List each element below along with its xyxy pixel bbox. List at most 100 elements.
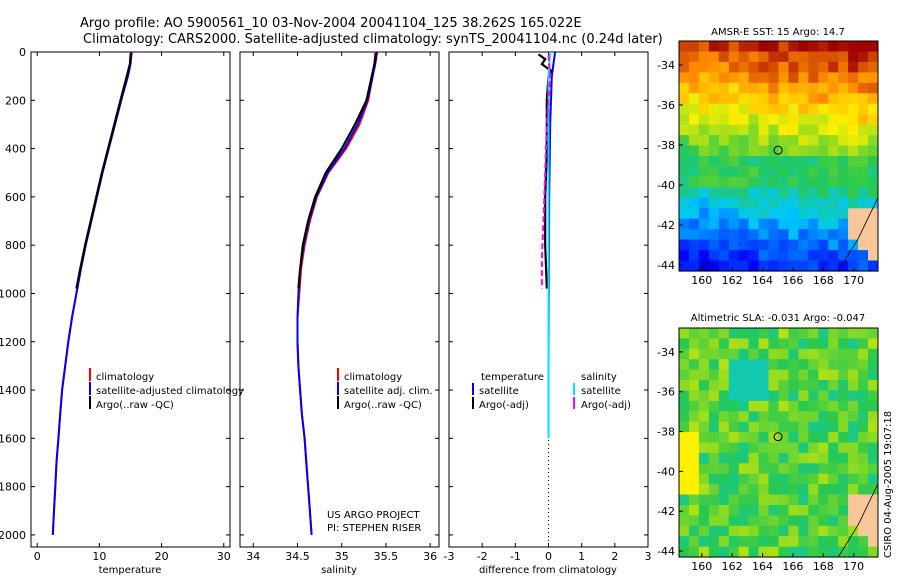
project-credit: US ARGO PROJECT	[327, 510, 421, 521]
grid-cell	[689, 61, 700, 73]
grid-cell	[868, 359, 879, 371]
grid-cell	[788, 452, 799, 464]
grid-cell	[798, 328, 809, 339]
grid-cell	[838, 463, 849, 475]
grid-cell	[689, 369, 700, 381]
grid-cell	[698, 359, 710, 371]
grid-cell	[758, 359, 770, 371]
grid-cell	[698, 442, 710, 454]
grid-cell	[868, 348, 879, 360]
grid-cell	[679, 208, 690, 220]
grid-cell	[798, 463, 809, 475]
grid-cell	[698, 135, 710, 147]
grid-cell	[728, 328, 740, 339]
grid-cell	[718, 51, 730, 63]
grid-cell	[798, 421, 809, 433]
grid-cell	[679, 61, 690, 73]
grid-cell	[778, 61, 789, 73]
salinity-axes	[239, 51, 440, 548]
grid-cell	[808, 93, 819, 105]
grid-cell	[708, 390, 720, 402]
grid-cell	[848, 187, 859, 199]
grid-cell	[858, 61, 869, 73]
grid-cell	[838, 124, 849, 136]
y-tick-label: -44	[657, 259, 675, 272]
grid-cell	[679, 229, 690, 241]
grid-cell	[698, 82, 710, 94]
grid-cell	[748, 208, 760, 220]
grid-cell	[818, 250, 829, 262]
grid-cell	[778, 338, 789, 350]
grid-cell	[708, 208, 720, 220]
grid-cell	[818, 359, 829, 371]
grid-cell	[868, 145, 879, 157]
grid-cell	[838, 197, 849, 209]
grid-cell	[788, 145, 799, 157]
grid-cell	[838, 72, 849, 84]
grid-cell	[698, 61, 710, 73]
grid-cell	[708, 229, 720, 241]
x-tick-label: 170	[843, 274, 864, 287]
grid-cell	[748, 72, 760, 84]
grid-cell	[708, 114, 720, 126]
x-tick-label: 34	[246, 550, 260, 563]
grid-cell	[798, 229, 809, 241]
grid-cell	[689, 328, 700, 339]
temperature-plot: 0 10 20 30 0 200 400 600 800 1000 1200 1400 1600 1800…	[0, 46, 231, 563]
grid-cell	[679, 359, 690, 371]
grid-cell	[868, 41, 879, 53]
grid-cell	[758, 208, 770, 220]
grid-cell	[848, 260, 859, 272]
grid-cell	[818, 61, 829, 73]
grid-cell	[828, 197, 839, 209]
x-tick-label: 35.5	[374, 550, 399, 563]
y-tick-label: 200	[5, 94, 26, 107]
grid-cell	[818, 400, 829, 412]
grid-cell	[808, 103, 819, 115]
grid-cell	[858, 328, 869, 339]
grid-cell	[858, 156, 869, 168]
grid-cell	[679, 41, 690, 53]
grid-cell	[748, 218, 760, 230]
land-cell	[868, 505, 879, 516]
grid-cell	[689, 103, 700, 115]
grid-cell	[868, 328, 879, 339]
grid-cell	[768, 166, 779, 178]
grid-cell	[689, 166, 700, 178]
grid-cell	[679, 338, 690, 350]
x-tick-label: 20	[155, 550, 169, 563]
grid-cell	[858, 114, 869, 126]
grid-cell	[689, 515, 700, 527]
grid-cell	[738, 505, 750, 516]
grid-cell	[689, 51, 700, 63]
grid-cell	[689, 93, 700, 105]
grid-cell	[698, 114, 710, 126]
pi-credit: PI: STEPHEN RISER	[327, 523, 421, 534]
grid-cell	[689, 229, 700, 241]
grid-cell	[728, 432, 740, 444]
grid-cell	[748, 484, 760, 496]
grid-cell	[708, 250, 720, 262]
legend-label-sal-satellite: satellite	[581, 386, 621, 397]
grid-cell	[868, 61, 879, 73]
grid-cell	[728, 51, 740, 63]
grid-cell	[808, 400, 819, 412]
grid-cell	[748, 145, 760, 157]
grid-cell	[718, 124, 730, 136]
grid-cell	[689, 359, 700, 371]
grid-cell	[868, 124, 879, 136]
grid-cell	[689, 135, 700, 147]
land-cell	[848, 494, 859, 506]
grid-cell	[848, 400, 859, 412]
y-tick-label: -42	[657, 219, 675, 232]
grid-cell	[788, 536, 799, 548]
grid-cell	[728, 505, 740, 516]
grid-cell	[808, 82, 819, 94]
grid-cell	[728, 348, 740, 360]
grid-cell	[858, 260, 869, 272]
grid-cell	[708, 359, 720, 371]
grid-cell	[778, 260, 789, 272]
grid-cell	[808, 338, 819, 350]
grid-cell	[808, 239, 819, 251]
grid-cell	[698, 51, 710, 63]
